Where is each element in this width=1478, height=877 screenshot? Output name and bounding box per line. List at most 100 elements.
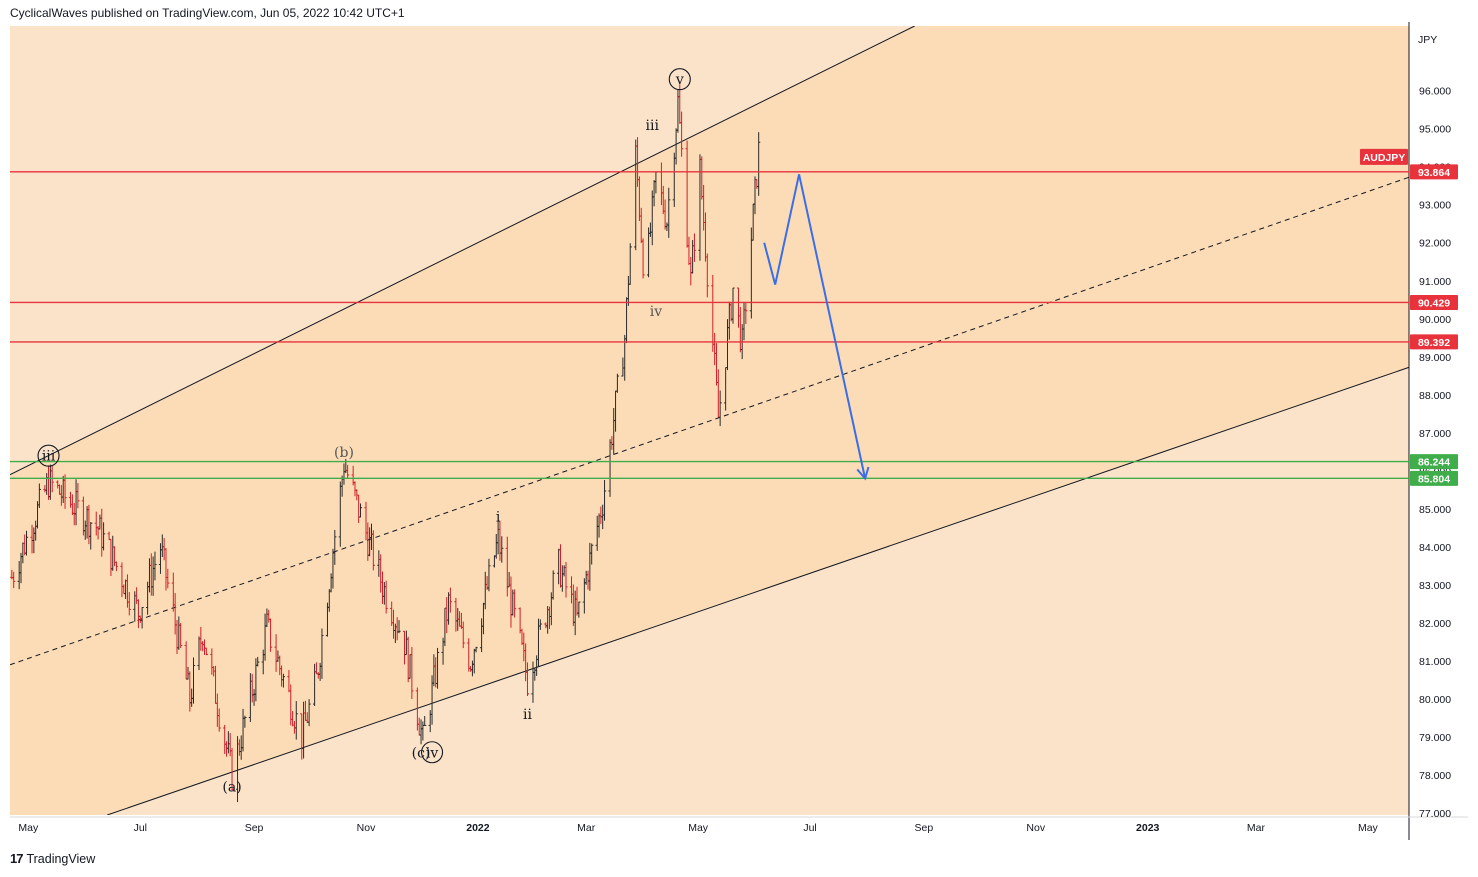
price-tick-label: 91.000 [1419, 276, 1451, 288]
tradingview-logo-icon: 17 [10, 851, 24, 866]
wave-label: i [496, 510, 501, 526]
price-bar [384, 580, 388, 614]
price-bar [191, 657, 196, 704]
price-bar [37, 483, 41, 509]
price-bar [680, 111, 684, 157]
channel-lines [10, 26, 1409, 815]
time-tick-label: 2022 [466, 822, 490, 834]
currency-unit: JPY [1418, 34, 1437, 46]
wave-label: (a) [222, 779, 241, 795]
price-bar [410, 647, 414, 700]
price-bar [435, 647, 440, 689]
price-bar [641, 238, 645, 279]
time-tick-label: Jul [803, 822, 816, 834]
channel-median-line [10, 176, 1409, 666]
level-badge-label: 89.392 [1418, 337, 1450, 349]
price-bar [564, 562, 568, 598]
channel-lower-line [107, 366, 1409, 815]
price-tick-label: 79.000 [1419, 732, 1451, 744]
price-bar [705, 253, 709, 298]
price-bar [731, 287, 735, 324]
wave-label: (b) [334, 445, 354, 461]
price-bar [757, 132, 761, 196]
price-tick-label: 88.000 [1419, 390, 1451, 402]
price-bar [76, 483, 80, 509]
time-tick-label: 2023 [1136, 822, 1160, 834]
price-bar [243, 715, 247, 728]
price-bar [89, 521, 93, 550]
price-tick-label: 85.000 [1419, 504, 1451, 516]
channel-upper-line [10, 26, 915, 476]
price-tick-label: 84.000 [1419, 542, 1451, 554]
price-bar [217, 708, 221, 732]
price-bar [153, 551, 157, 581]
tradingview-brand[interactable]: 17 TradingView [10, 851, 95, 866]
axes [10, 22, 1468, 840]
price-bars [10, 84, 761, 803]
wave-label-circle [37, 444, 60, 467]
level-badge [1410, 470, 1458, 486]
price-bar [487, 558, 491, 592]
price-bar [24, 530, 29, 556]
price-bar [474, 646, 478, 653]
price-tick-label: 82.000 [1419, 618, 1451, 630]
price-bar [525, 662, 530, 696]
wave-label: iv [426, 745, 438, 761]
price-bar [667, 187, 671, 238]
wave-label: iii [42, 449, 56, 465]
brand-name: TradingView [26, 851, 96, 866]
price-bar [294, 701, 298, 740]
wave-label: v [675, 72, 684, 88]
horizontal-levels [10, 171, 1409, 480]
price-bar [268, 618, 273, 652]
price-bar [307, 699, 311, 727]
price-bar [281, 673, 286, 688]
time-tick-label: Mar [577, 822, 596, 834]
price-tick-label: 96.000 [1419, 86, 1451, 98]
price-bar [101, 522, 106, 551]
wave-label-circle [668, 68, 691, 91]
symbol-badge-label: AUDJPY [1363, 152, 1406, 164]
price-bar [577, 601, 581, 618]
time-tick-label: Sep [914, 822, 933, 834]
wave-label: (c) [412, 745, 431, 761]
price-bar [513, 589, 517, 618]
price-bar [397, 620, 401, 634]
level-badge-label: 90.429 [1418, 297, 1450, 309]
wave-label: iv [650, 304, 662, 320]
price-tick-label: 78.000 [1419, 770, 1451, 782]
price-tick-label: 81.000 [1419, 656, 1451, 668]
price-bar [140, 607, 144, 629]
price-tick-label: 95.000 [1419, 124, 1451, 136]
projection-path [763, 174, 867, 479]
level-badge [1410, 334, 1458, 350]
price-tick-label: 83.000 [1419, 580, 1451, 592]
price-bar [500, 536, 504, 563]
level-badge-label: 85.804 [1418, 473, 1450, 485]
level-badge [1410, 164, 1458, 180]
projection-arrowhead [856, 466, 870, 481]
price-bar [448, 587, 452, 613]
price-bar [461, 621, 465, 649]
price-bar [63, 474, 67, 509]
time-tick-label: May [1358, 822, 1379, 834]
price-bar [602, 480, 607, 521]
price-tick-label: 89.000 [1419, 352, 1451, 364]
price-tick-label: 87.000 [1419, 428, 1451, 440]
price-tick-label: 90.000 [1419, 314, 1451, 326]
price-bar [114, 561, 119, 572]
publisher-line: CyclicalWaves published on TradingView.c… [10, 6, 405, 20]
level-badge-label: 86.244 [1418, 457, 1450, 469]
price-bar [333, 530, 337, 565]
price-tick-label: 92.000 [1419, 238, 1451, 250]
price-bar [346, 464, 350, 478]
price-bar [358, 503, 363, 518]
price-tick-label: 80.000 [1419, 694, 1451, 706]
time-tick-label: Sep [245, 822, 264, 834]
level-badge [1410, 454, 1458, 470]
time-tick-label: May [18, 822, 39, 834]
price-axis[interactable]: JPY 77.000 78.000 79.000 80.000 81.000 82.000 8… [18, 34, 1458, 834]
price-bar [256, 656, 260, 667]
